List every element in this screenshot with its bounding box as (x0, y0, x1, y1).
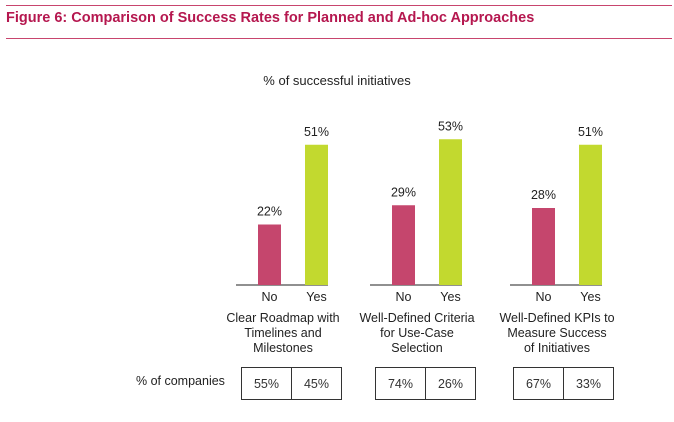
bar-no (532, 208, 555, 285)
category-tick-label: Yes (440, 290, 460, 304)
companies-share-yes: 33% (563, 368, 613, 399)
group-label-line: for Use-Case (380, 326, 454, 340)
group-label-kpis: Well-Defined KPIs to Measure Success of … (492, 311, 622, 356)
category-tick-label: Yes (580, 290, 600, 304)
group-label-line: Selection (391, 341, 443, 355)
group-label-line: Timelines and (244, 326, 322, 340)
bar-no (258, 224, 281, 285)
bar-value-label: 29% (391, 185, 416, 199)
bar-yes (579, 144, 602, 285)
bar-value-label: 22% (257, 205, 282, 219)
category-tick-label: No (536, 290, 552, 304)
bar-yes (305, 144, 328, 285)
bar-value-label: 51% (578, 125, 603, 139)
category-tick-label: No (396, 290, 412, 304)
companies-share-no: 55% (253, 376, 280, 391)
companies-row-label: % of companies (136, 374, 225, 388)
group-label-line: Well-Defined KPIs to (499, 311, 615, 325)
bar-value-label: 53% (438, 119, 463, 133)
companies-share-no: 67% (525, 376, 552, 391)
bar-value-label: 28% (531, 188, 556, 202)
group-label-roadmap: Clear Roadmap with Timelines and Milesto… (218, 311, 348, 356)
companies-box-kpis: 67% 33% (513, 367, 614, 400)
bar-chart: 22% No 51% Yes 29% No 53% Yes 28% No 51% Yes (236, 119, 603, 304)
bar-no (392, 205, 415, 285)
top-rule (6, 5, 672, 6)
companies-box-roadmap: 55% 45% (241, 367, 342, 400)
group-label-line: Measure Success (507, 326, 607, 340)
figure-title: Figure 6: Comparison of Success Rates fo… (6, 10, 535, 26)
group-label-criteria: Well-Defined Criteria for Use-Case Selec… (352, 311, 482, 356)
bar-yes (439, 139, 462, 285)
bar-value-label: 51% (304, 125, 329, 139)
group-label-line: of Initiatives (523, 341, 590, 355)
chart-subtitle: % of successful initiatives (263, 73, 411, 88)
companies-share-yes: 45% (291, 368, 341, 399)
category-tick-label: Yes (306, 290, 326, 304)
title-rule (6, 38, 672, 39)
companies-box-criteria: 74% 26% (375, 367, 476, 400)
companies-share-yes: 26% (425, 368, 475, 399)
group-label-line: Milestones (253, 341, 313, 355)
category-tick-label: No (262, 290, 278, 304)
group-label-line: Clear Roadmap with (226, 311, 340, 325)
companies-share-no: 74% (387, 376, 414, 391)
group-label-line: Well-Defined Criteria (359, 311, 475, 325)
